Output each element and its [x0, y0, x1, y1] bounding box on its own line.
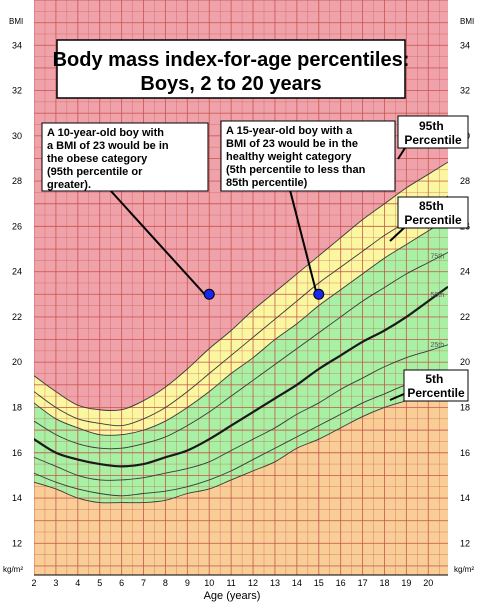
x-tick-label: 17: [358, 578, 368, 588]
y-tick-label-left: 28: [12, 176, 22, 186]
chart-subtitle: Boys, 2 to 20 years: [140, 73, 321, 95]
y-axis-label-right: BMI: [460, 17, 474, 26]
y-tick-label-right: 12: [460, 538, 470, 548]
y-tick-label-right: 32: [460, 86, 470, 96]
y-tick-label-right: 16: [460, 448, 470, 458]
x-tick-label: 13: [270, 578, 280, 588]
label-85th-percentile: 85th Percentile: [404, 199, 462, 227]
y-tick-label-left: 24: [12, 267, 22, 277]
y-tick-label-left: 34: [12, 40, 22, 50]
x-tick-label: 16: [336, 578, 346, 588]
label-line: Percentile: [407, 386, 465, 400]
annotation-box-10yr: [41, 122, 209, 192]
x-tick-label: 18: [379, 578, 389, 588]
leader-line: [397, 147, 406, 160]
annotation-line: A 10-year-old boy with: [47, 127, 164, 139]
x-axis-label: Age (years): [204, 590, 261, 602]
x-tick-label: 20: [423, 578, 433, 588]
curve-label-50th: 50th: [430, 292, 444, 299]
curve-label-75th: 75th: [430, 254, 444, 261]
y-tick-label-left: 26: [12, 221, 22, 231]
label-line: Percentile: [404, 213, 462, 227]
leader-line: [389, 226, 406, 242]
title-box: [56, 39, 406, 99]
percentile-curve-25th: [34, 344, 448, 481]
annotation-line: 85th percentile): [226, 177, 308, 189]
example-point: [203, 288, 215, 300]
y-tick-label-right: 14: [460, 493, 470, 503]
percentile-curve-85th: [34, 218, 448, 436]
chart-title: Body mass index-for-age percentiles:: [53, 49, 410, 71]
y-axis-label-left: BMI: [9, 17, 23, 26]
y-tick-label-right: 20: [460, 357, 470, 367]
annotation-line: (95th percentile or: [47, 166, 143, 178]
x-tick-label: 7: [141, 578, 146, 588]
y-tick-label-left: 16: [12, 448, 22, 458]
x-tick-label: 4: [75, 578, 80, 588]
annotation-line: BMI of 23 would be in the: [226, 138, 358, 150]
y-tick-label-right: 28: [460, 176, 470, 186]
percentile-curve-5th: [34, 387, 448, 504]
label-5th-percentile: 5th Percentile: [407, 372, 465, 400]
y-tick-label-right: 34: [460, 40, 470, 50]
example-point: [313, 288, 325, 300]
label-box-95th: [397, 115, 469, 149]
percentile-curve-90th: [34, 195, 448, 427]
annotation-line: the obese category: [47, 153, 148, 165]
label-95th-percentile: 95th Percentile: [404, 119, 462, 147]
y-tick-label-left: 30: [12, 131, 22, 141]
x-tick-label: 15: [314, 578, 324, 588]
x-tick-label: 14: [292, 578, 302, 588]
y-tick-label-right: 24: [460, 267, 470, 277]
label-box-5th: [403, 369, 469, 402]
label-box-85th: [397, 196, 469, 229]
underweight-band: [34, 387, 448, 575]
annotation-line: greater).: [47, 179, 91, 191]
x-tick-label: 10: [204, 578, 214, 588]
y-tick-label-left: 14: [12, 493, 22, 503]
y-tick-label-left: 22: [12, 312, 22, 322]
percentile-curve-75th: [34, 252, 448, 450]
annotation-box-15yr: [220, 120, 396, 192]
unit-label-left: kg/m²: [3, 565, 23, 574]
x-axis-band: [0, 575, 480, 605]
y-tick-label-left: 20: [12, 357, 22, 367]
annotation-line: A 15-year-old boy with a: [226, 125, 353, 137]
annotation-line: a BMI of 23 would be in: [47, 140, 169, 152]
leader-line: [289, 189, 319, 300]
example-points: [203, 288, 325, 300]
percentile-curves: 10th25th50th75th90th: [34, 161, 448, 504]
unit-label-right: kg/m²: [454, 565, 474, 574]
label-line: Percentile: [404, 133, 462, 147]
x-tick-label: 11: [226, 578, 235, 588]
curve-label-25th: 25th: [430, 342, 444, 349]
annotation-line: (5th percentile to less than: [226, 164, 366, 176]
annotation-10yr: A 10-year-old boy with a BMI of 23 would…: [47, 127, 172, 191]
x-tick-label: 2: [31, 578, 36, 588]
leader-line: [389, 393, 405, 401]
label-line: 85th: [419, 199, 444, 213]
x-tick-label: 6: [119, 578, 124, 588]
label-line: 5th: [425, 372, 443, 386]
x-tick-label: 9: [185, 578, 190, 588]
y-tick-label-left: 18: [12, 402, 22, 412]
annotation-line: healthy weight category: [226, 151, 352, 163]
x-tick-label: 5: [97, 578, 102, 588]
annotation-15yr: A 15-year-old boy with a BMI of 23 would…: [226, 125, 368, 189]
y-tick-label-right: 22: [460, 312, 470, 322]
percentile-curve-95th: [34, 161, 448, 412]
x-tick-label: 3: [53, 578, 58, 588]
label-line: 95th: [419, 119, 444, 133]
x-tick-label: 8: [163, 578, 168, 588]
leader-line: [109, 189, 210, 300]
x-tick-label: 19: [401, 578, 411, 588]
x-tick-label: 12: [248, 578, 258, 588]
percentile-curve-10th: [34, 375, 448, 497]
y-tick-label-left: 32: [12, 86, 22, 96]
y-tick-label-right: 18: [460, 402, 470, 412]
percentile-curve-50th: [34, 285, 448, 468]
y-tick-label-left: 12: [12, 538, 22, 548]
